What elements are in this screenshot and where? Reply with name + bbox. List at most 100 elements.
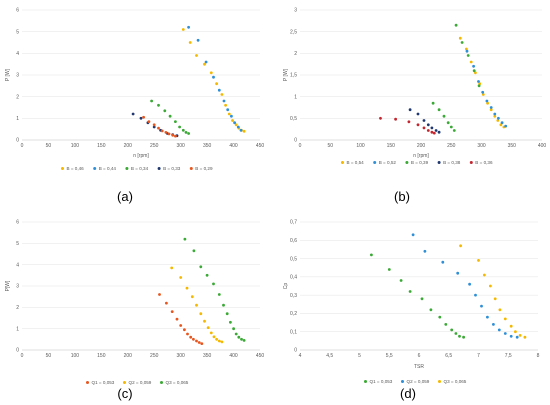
legend-label: B = 0,52: [379, 160, 397, 165]
data-point: [181, 128, 185, 132]
x-tick-label: 50: [46, 143, 52, 149]
legend-label: B = 0,36: [475, 160, 493, 165]
data-point: [178, 125, 182, 129]
x-tick-label: 250: [150, 143, 159, 149]
y-tick-label: 0: [16, 348, 19, 354]
data-point: [460, 41, 464, 44]
data-point: [446, 121, 450, 125]
data-point: [215, 337, 219, 341]
data-point: [441, 260, 445, 264]
data-point: [370, 253, 373, 257]
data-point: [449, 125, 453, 129]
legend-marker: [405, 161, 409, 164]
data-point: [195, 54, 198, 57]
x-tick-label: 350: [203, 353, 212, 359]
legend-marker: [437, 161, 441, 164]
data-point: [437, 130, 441, 134]
legend-marker: [438, 380, 441, 383]
legend-marker: [123, 381, 126, 384]
x-tick-label: 200: [124, 353, 133, 359]
data-point: [489, 284, 492, 288]
y-tick-label: 0: [294, 348, 297, 354]
legend-label: Q3 = 0,065: [166, 380, 189, 385]
data-point: [429, 308, 433, 312]
legend-marker: [125, 167, 129, 170]
y-tick-label: 0: [16, 138, 19, 144]
data-point: [503, 317, 507, 321]
data-point: [150, 99, 154, 103]
data-point: [170, 266, 174, 270]
data-point: [171, 133, 175, 137]
data-point: [229, 320, 232, 324]
legend-marker: [86, 381, 89, 384]
y-tick-label: 2: [16, 94, 19, 100]
data-point: [503, 332, 507, 335]
data-point: [174, 134, 177, 138]
data-point: [454, 23, 458, 27]
data-point: [164, 131, 168, 134]
data-point: [157, 103, 160, 107]
data-point: [509, 324, 513, 328]
data-point: [195, 339, 198, 343]
panel-label: (b): [394, 189, 410, 204]
data-point: [212, 75, 215, 79]
x-axis-title: n [rpm]: [413, 153, 429, 159]
data-point: [481, 93, 485, 96]
data-point: [416, 112, 420, 116]
data-point: [452, 129, 456, 132]
data-point: [478, 82, 482, 86]
data-point: [468, 282, 471, 286]
x-tick-label: 5,5: [386, 353, 393, 359]
x-axis-title: TSR: [414, 364, 424, 370]
y-tick-label: 4: [16, 262, 19, 268]
data-point: [215, 82, 219, 86]
x-tick-label: 150: [97, 353, 106, 359]
data-point: [158, 293, 161, 296]
data-point: [459, 244, 462, 248]
data-point: [437, 108, 441, 112]
y-tick-label: 0,5: [290, 116, 297, 122]
data-point: [242, 339, 246, 342]
data-point: [466, 54, 470, 57]
data-point: [469, 60, 473, 64]
data-point: [192, 249, 196, 253]
x-tick-label: 250: [150, 353, 159, 359]
legend-marker: [341, 161, 344, 164]
data-point: [184, 131, 188, 134]
data-point: [477, 259, 480, 262]
chart-panel-3: 0 1 2 3 4 5 6 0 50 100 150 200 250 300 350 400 450 P[W] Q1…: [5, 220, 264, 401]
legend-label: B = 0,44: [99, 166, 117, 171]
data-point: [411, 233, 415, 237]
y-tick-label: 0,5: [290, 256, 297, 262]
x-tick-label: 350: [203, 143, 212, 149]
y-tick-label: 0,1: [290, 329, 297, 335]
data-point: [199, 312, 203, 316]
legend-marker: [160, 381, 163, 384]
data-point: [203, 62, 206, 66]
y-tick-label: 2,5: [290, 29, 297, 35]
data-point: [240, 337, 243, 341]
data-point: [485, 99, 489, 103]
x-tick-label: 400: [229, 143, 238, 149]
data-point: [394, 117, 397, 121]
data-point: [217, 339, 221, 343]
data-point: [142, 115, 146, 119]
legend-label: B = 0,39: [411, 160, 429, 165]
x-tick-label: 100: [356, 143, 365, 149]
data-point: [183, 237, 187, 241]
y-tick-label: 2: [294, 51, 297, 57]
panel-label: (a): [117, 189, 133, 204]
data-point: [481, 90, 485, 94]
y-tick-label: 1: [16, 326, 19, 332]
y-tick-label: 0,7: [290, 220, 297, 226]
y-tick-label: 0: [294, 138, 297, 144]
data-point: [486, 101, 489, 105]
y-tick-label: 0,4: [290, 275, 297, 281]
legend-label: B = 0,38: [443, 160, 461, 165]
y-tick-label: 0,3: [290, 293, 297, 299]
legend-marker: [401, 380, 404, 383]
x-tick-label: 50: [327, 143, 333, 149]
y-tick-label: 1: [294, 94, 297, 100]
data-point: [497, 116, 500, 120]
x-tick-label: 400: [229, 353, 238, 359]
